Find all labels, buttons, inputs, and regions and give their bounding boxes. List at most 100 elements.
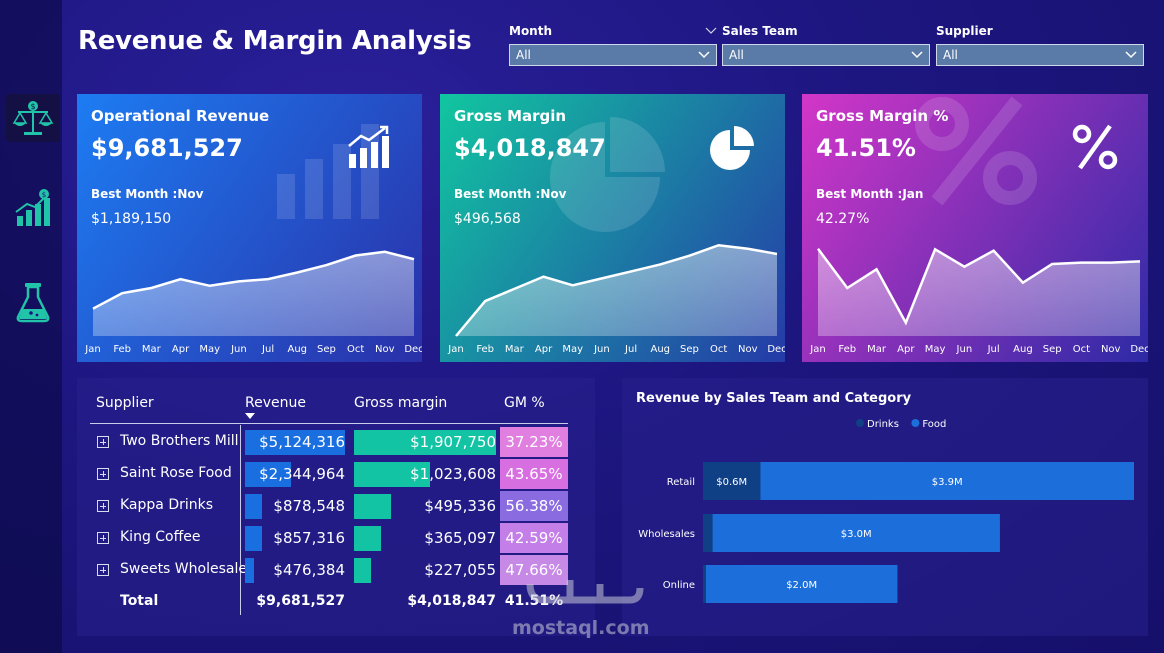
percent-icon bbox=[1072, 124, 1118, 170]
x-tick-label: Feb bbox=[476, 344, 494, 355]
card-title: Gross Margin % bbox=[816, 107, 949, 125]
x-tick-label: Nov bbox=[738, 344, 758, 355]
nav-flask[interactable] bbox=[6, 278, 60, 326]
x-tick-label: Jul bbox=[987, 344, 1000, 355]
filter-month: Month All bbox=[509, 24, 717, 66]
x-tick-label: Oct bbox=[347, 344, 364, 355]
data-label: $2.0M bbox=[786, 580, 817, 591]
bar-segment bbox=[703, 514, 713, 552]
bar-chart-up-icon bbox=[348, 125, 389, 168]
col-header-gross-margin[interactable]: Gross margin bbox=[354, 395, 448, 411]
chevron-down-icon bbox=[1125, 51, 1137, 59]
mostaql-logo-icon: mostaql.com bbox=[512, 580, 650, 639]
expand-plus-icon[interactable] bbox=[97, 532, 109, 544]
gross-margin-bar bbox=[354, 462, 431, 487]
expand-plus-icon[interactable] bbox=[97, 564, 109, 576]
x-tick-label: May bbox=[562, 344, 583, 355]
expand-plus-icon[interactable] bbox=[97, 500, 109, 512]
watermark-text: mostaql.com bbox=[512, 617, 650, 638]
expand-plus-icon[interactable] bbox=[97, 436, 109, 448]
column-divider bbox=[240, 425, 241, 615]
card-gross-margin-pct: Gross Margin % 41.51% Best Month :Jan 42… bbox=[802, 94, 1148, 362]
supplier-dropdown[interactable]: All bbox=[936, 44, 1144, 66]
x-tick-label: Mar bbox=[142, 344, 162, 355]
col-header-supplier[interactable]: Supplier bbox=[96, 395, 154, 411]
total-revenue: $9,681,527 bbox=[256, 593, 345, 609]
data-label: $3.9M bbox=[932, 477, 963, 488]
filter-sales-team: Sales Team All bbox=[722, 24, 930, 66]
gross-margin-value: $495,336 bbox=[424, 497, 496, 515]
data-label: $0.6M bbox=[716, 477, 747, 488]
card-best-value: $496,568 bbox=[454, 211, 521, 227]
x-tick-label: Jul bbox=[261, 344, 274, 355]
mostaql-watermark: mostaql.com bbox=[510, 572, 660, 642]
x-tick-label: Jun bbox=[956, 344, 973, 355]
sales-team-dropdown[interactable]: All bbox=[722, 44, 930, 66]
revenue-value: $2,344,964 bbox=[259, 465, 345, 483]
sparkline-line bbox=[816, 247, 1141, 326]
x-tick-label: Apr bbox=[897, 344, 915, 355]
month-dropdown-value: All bbox=[516, 48, 531, 62]
card-best-value: $1,189,150 bbox=[91, 211, 172, 227]
gross-margin-bar bbox=[354, 526, 382, 551]
growth-chart-icon: $ bbox=[15, 189, 50, 226]
card-operational-revenue: Operational Revenue $9,681,527 Best Mont… bbox=[77, 94, 422, 362]
revenue-value: $476,384 bbox=[273, 561, 345, 579]
nav-scale[interactable]: $ bbox=[6, 94, 60, 142]
card-best-value: 42.27% bbox=[816, 211, 870, 227]
col-header-gm-pct[interactable]: GM % bbox=[504, 395, 545, 411]
supplier-name: Saint Rose Food bbox=[120, 465, 232, 481]
x-tick-label: Feb bbox=[838, 344, 856, 355]
gross-margin-value: $365,097 bbox=[424, 529, 496, 547]
col-header-revenue[interactable]: Revenue bbox=[245, 395, 306, 411]
card-title: Operational Revenue bbox=[91, 107, 270, 125]
gm-pct-cell: 42.59% bbox=[500, 523, 568, 553]
revenue-sparkline: Jan Feb Mar Apr May Jun Jul Aug Sep Oct Nov Dec bbox=[84, 250, 422, 355]
x-tick-label: Sep bbox=[1043, 344, 1062, 355]
scale-icon: $ bbox=[12, 101, 54, 135]
supplier-name: King Coffee bbox=[120, 529, 201, 545]
revenue-value: $857,316 bbox=[273, 529, 345, 547]
chart-title: Revenue by Sales Team and Category bbox=[636, 391, 912, 406]
x-tick-label: Mar bbox=[505, 344, 525, 355]
x-tick-label: Jan bbox=[84, 344, 100, 355]
supplier-name: Kappa Drinks bbox=[120, 497, 214, 513]
gross-margin-sparkline: Jan Feb Mar Apr May Jun Jul Aug Sep Oct Nov Dec bbox=[447, 243, 785, 355]
revenue-bar bbox=[245, 462, 291, 487]
expand-plus-icon[interactable] bbox=[97, 468, 109, 480]
nav-growth[interactable]: $ bbox=[6, 184, 60, 232]
x-tick-label: Dec bbox=[1130, 344, 1148, 355]
category-label: Wholesales bbox=[638, 529, 695, 540]
filter-supplier-label: Supplier bbox=[936, 24, 993, 38]
sparkline-area bbox=[818, 248, 1140, 336]
x-tick-label: Jul bbox=[624, 344, 637, 355]
gross-margin-bar bbox=[354, 494, 391, 519]
bar-segment bbox=[705, 565, 898, 603]
gm-pct-cell: 43.65% bbox=[500, 459, 568, 489]
header-divider bbox=[90, 423, 568, 424]
month-dropdown[interactable]: All bbox=[509, 44, 717, 66]
percent-watermark-icon bbox=[915, 96, 1037, 206]
x-tick-label: Jun bbox=[230, 344, 247, 355]
revenue-value: $878,548 bbox=[273, 497, 345, 515]
x-tick-label: Sep bbox=[317, 344, 336, 355]
gm-pct-cell: 37.23% bbox=[500, 427, 568, 457]
x-tick-label: May bbox=[199, 344, 220, 355]
category-label: Retail bbox=[667, 477, 695, 488]
sort-desc-icon bbox=[245, 413, 255, 419]
data-label: $3.0M bbox=[841, 529, 872, 540]
x-tick-label: Aug bbox=[288, 344, 308, 355]
sparkline-area bbox=[93, 251, 414, 336]
supplier-name: Two Brothers Mill bbox=[120, 433, 239, 449]
flask-icon bbox=[16, 283, 50, 323]
gross-margin-value: $1,907,750 bbox=[410, 433, 496, 451]
x-tick-label: Dec bbox=[404, 344, 422, 355]
filter-month-label: Month bbox=[509, 24, 553, 38]
bar-segment bbox=[703, 565, 706, 603]
x-tick-label: Jan bbox=[809, 344, 825, 355]
sparkline-line bbox=[455, 243, 778, 337]
card-value: 41.51% bbox=[816, 134, 916, 162]
card-best-label: Best Month :Nov bbox=[91, 187, 204, 201]
x-tick-label: Apr bbox=[172, 344, 190, 355]
x-tick-label: Aug bbox=[1013, 344, 1033, 355]
